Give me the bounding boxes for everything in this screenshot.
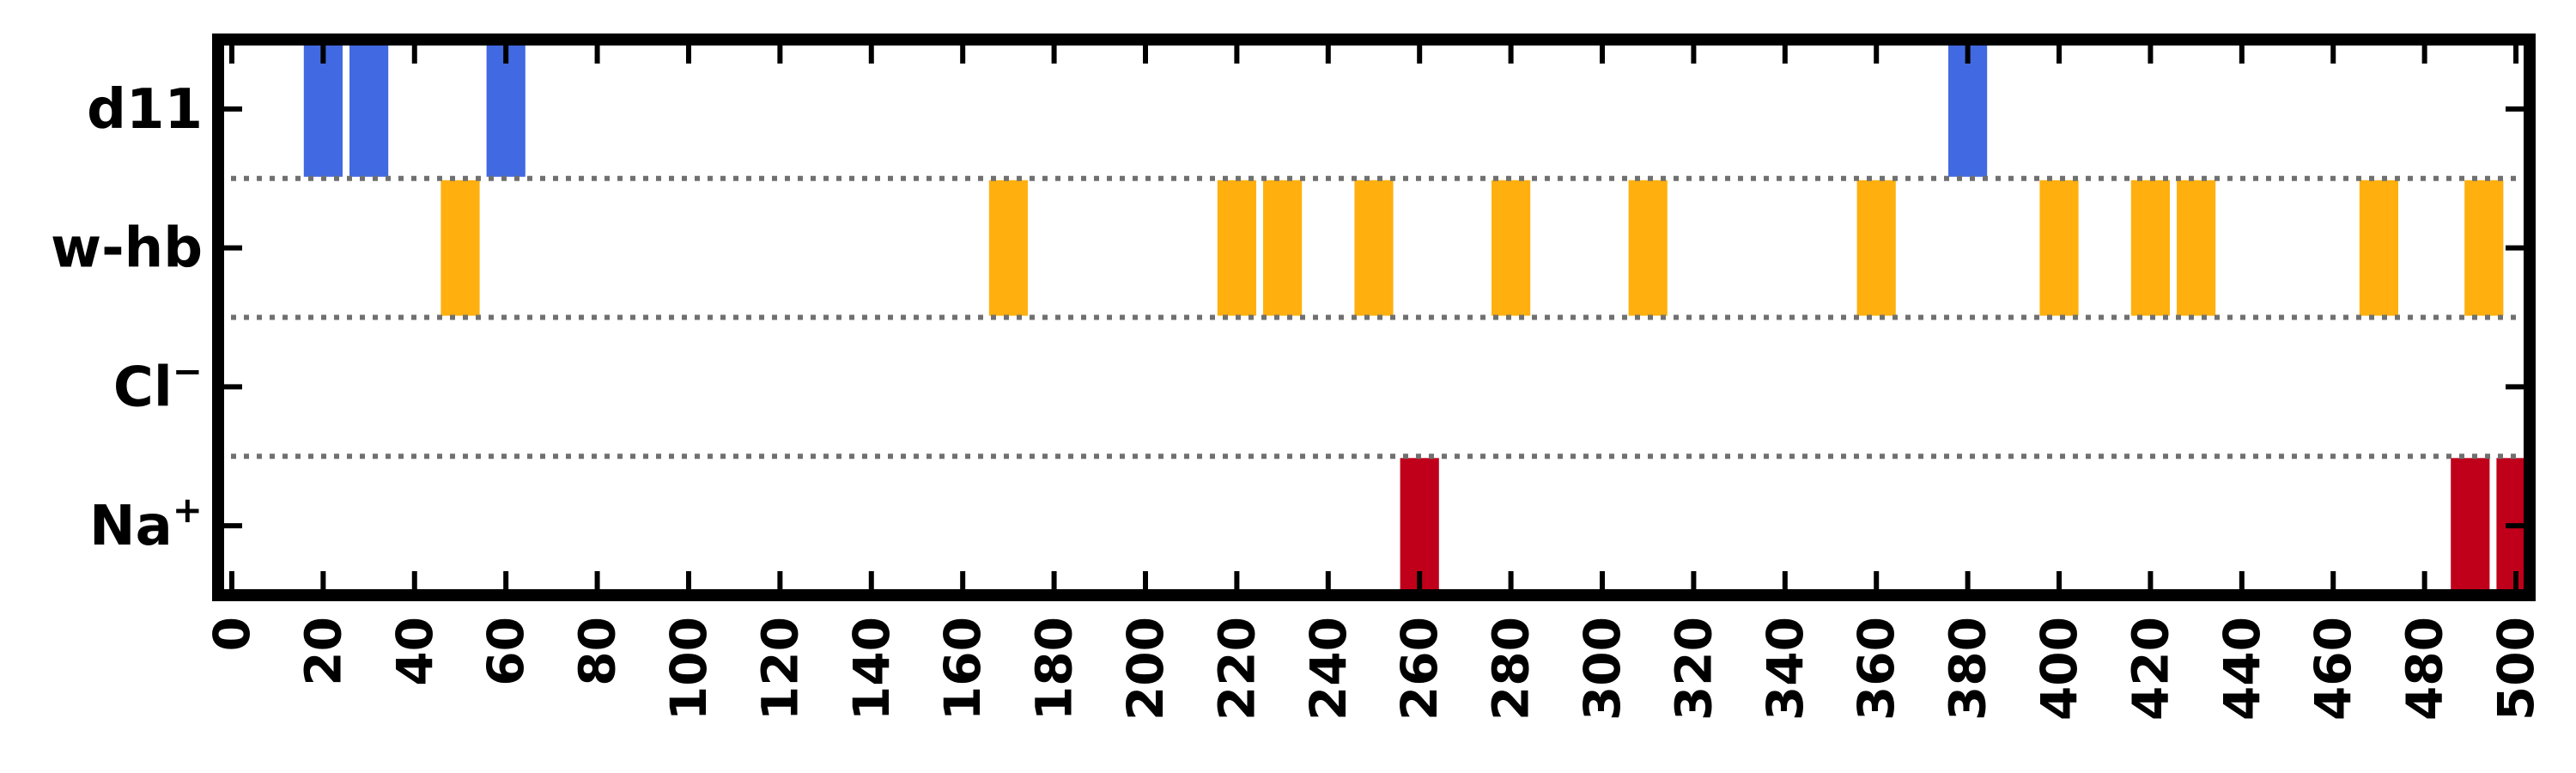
x-tick-label: 260 xyxy=(1390,617,1449,721)
x-tick-label: 160 xyxy=(933,617,992,721)
y-tick-label: d11 xyxy=(87,78,203,142)
y-tick-labels: d11 w-hb Cl− Na+ xyxy=(51,78,203,558)
event-bar-w-hb xyxy=(2039,180,2079,316)
event-bar-w-hb xyxy=(1354,180,1394,316)
event-bar-w-hb xyxy=(2359,180,2398,316)
x-tick-label: 280 xyxy=(1482,617,1540,721)
y-tick-label: Na+ xyxy=(89,489,203,558)
axis-ticks xyxy=(218,40,2530,595)
x-tick-labels: 0 20 40 60 80 100 120 140 160 180 200 220 240 260 280 3… xyxy=(203,617,2545,721)
y-tick-label: w-hb xyxy=(51,217,203,281)
x-tick-label: 460 xyxy=(2304,617,2362,721)
x-tick-label: 500 xyxy=(2487,617,2545,721)
event-bar-w-hb xyxy=(1217,180,1256,316)
event-bar-d11 xyxy=(486,41,526,177)
event-bar-w-hb xyxy=(2130,180,2170,316)
event-bar-na xyxy=(2451,458,2490,594)
x-tick-label: 240 xyxy=(1299,617,1358,721)
x-tick-label: 180 xyxy=(1025,617,1084,721)
x-tick-label: 140 xyxy=(842,617,901,721)
event-bar-d11 xyxy=(349,41,389,177)
event-bar-w-hb xyxy=(1628,180,1668,316)
event-bars xyxy=(303,41,2530,594)
event-bar-w-hb xyxy=(2177,180,2216,316)
event-bar-w-hb xyxy=(2464,180,2504,316)
x-tick-label: 40 xyxy=(386,617,444,686)
x-tick-label: 80 xyxy=(568,617,627,686)
x-tick-label: 340 xyxy=(1756,617,1814,721)
x-tick-label: 480 xyxy=(2396,617,2454,721)
plot-frame xyxy=(212,33,2536,601)
x-tick-label: 100 xyxy=(659,617,718,721)
x-tick-label: 440 xyxy=(2213,617,2271,721)
event-bar-w-hb xyxy=(440,180,480,316)
x-tick-label: 120 xyxy=(750,617,809,721)
event-bar-w-hb xyxy=(1492,180,1531,316)
x-tick-label: 300 xyxy=(1573,617,1631,721)
event-bar-w-hb xyxy=(988,180,1028,316)
event-bar-na xyxy=(1400,458,1439,594)
x-tick-label: 320 xyxy=(1664,617,1722,721)
x-tick-label: 420 xyxy=(2121,617,2179,721)
x-tick-label: 400 xyxy=(2030,617,2088,721)
x-tick-label: 380 xyxy=(1939,617,1997,721)
event-bar-d11 xyxy=(303,41,343,177)
x-tick-label: 20 xyxy=(294,617,352,686)
y-tick-label: Cl− xyxy=(113,350,203,419)
event-bar-w-hb xyxy=(1263,180,1303,316)
event-bar-d11 xyxy=(1948,41,1988,177)
x-tick-label: 60 xyxy=(477,617,535,686)
x-tick-label: 360 xyxy=(1847,617,1905,721)
x-tick-label: 200 xyxy=(1116,617,1175,721)
event-bar-w-hb xyxy=(1856,180,1896,316)
x-tick-label: 0 xyxy=(203,617,261,651)
x-tick-label: 220 xyxy=(1207,617,1266,721)
